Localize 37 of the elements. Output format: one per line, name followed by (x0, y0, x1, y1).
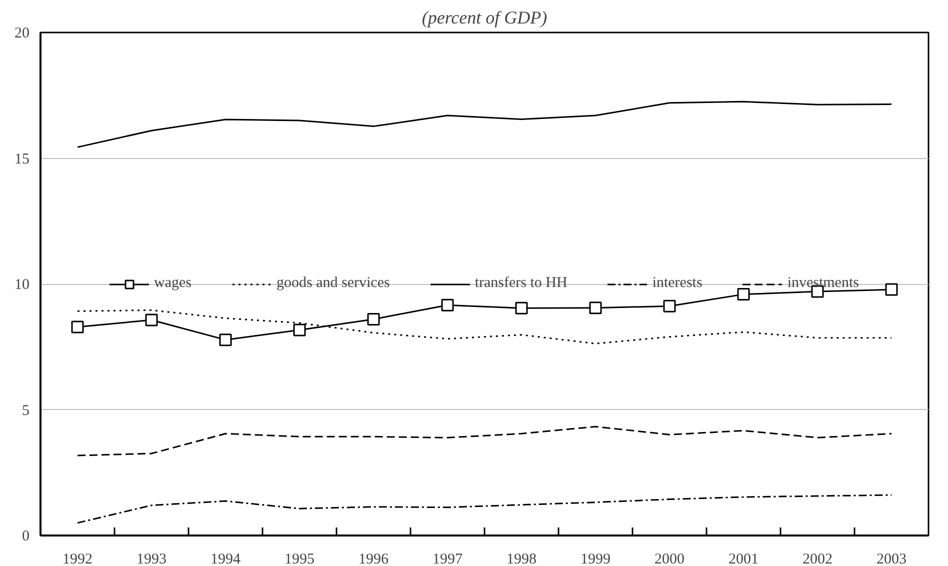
x-tick-label: 2002 (802, 552, 832, 566)
x-tick-label: 1997 (432, 552, 463, 566)
point (589, 302, 602, 314)
legend-label: wages (154, 275, 192, 292)
y-tick-label: 0 (22, 528, 30, 544)
point (71, 320, 84, 334)
legend-label: investments (787, 275, 859, 292)
x-tick-label: 1995 (284, 552, 314, 566)
point (441, 298, 454, 312)
x-tick-label: 1999 (580, 552, 610, 566)
y-tick-label: 20 (14, 26, 30, 42)
y-tick-label: 5 (22, 402, 30, 419)
point (293, 324, 306, 336)
point (219, 334, 232, 346)
point (515, 302, 528, 314)
y-tick-label: 15 (14, 151, 30, 168)
x-tick-label: 1996 (358, 552, 389, 566)
line-series (76, 426, 892, 456)
point (145, 314, 158, 326)
legend-label: transfers to HH (474, 275, 568, 292)
legend-label: goods and services (276, 275, 390, 292)
point (885, 283, 898, 296)
x-tick-label: 2003 (876, 552, 906, 566)
chart-title: (percent of GDP) (422, 8, 548, 28)
x-tick-label: 1994 (210, 552, 241, 566)
x-tick-label: 1993 (136, 552, 166, 566)
point (737, 288, 750, 301)
y-tick-label: 10 (14, 277, 30, 293)
point (663, 300, 676, 312)
x-tick-label: 2000 (654, 552, 684, 566)
x-tick-label: 1992 (62, 552, 92, 566)
line-series (76, 494, 892, 524)
point (367, 312, 380, 326)
line-series (76, 100, 892, 148)
x-tick-label: 1998 (506, 552, 536, 566)
x-tick-label: 2001 (728, 552, 758, 566)
legend-label: interests (652, 275, 702, 292)
